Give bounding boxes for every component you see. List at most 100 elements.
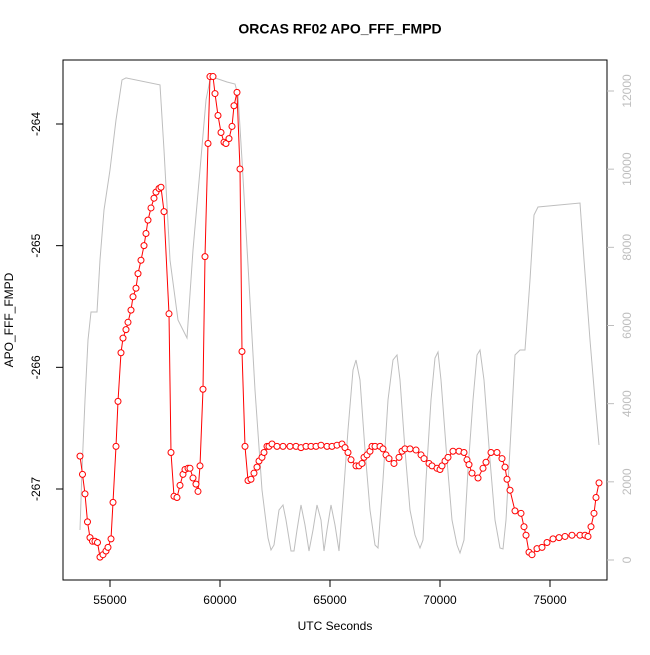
y2-tick-label: 2000 xyxy=(620,468,634,495)
data-point xyxy=(479,464,487,472)
data-point xyxy=(150,194,158,202)
data-point xyxy=(78,470,86,478)
data-point xyxy=(501,463,509,471)
data-point xyxy=(209,73,217,81)
data-point xyxy=(273,442,281,450)
data-point xyxy=(590,509,598,517)
data-point xyxy=(247,475,255,483)
data-point xyxy=(517,509,525,517)
data-point xyxy=(406,445,414,453)
data-point xyxy=(160,208,168,216)
data-point xyxy=(241,442,249,450)
data-point xyxy=(214,111,222,119)
data-point xyxy=(222,139,230,147)
data-point xyxy=(279,442,287,450)
data-point xyxy=(144,216,152,224)
data-point xyxy=(587,523,595,531)
data-point xyxy=(468,469,476,477)
x-axis-label: UTC Seconds xyxy=(298,619,373,633)
data-point xyxy=(81,490,89,498)
data-point xyxy=(225,135,233,143)
x-tick-label: 55000 xyxy=(93,593,127,607)
y-tick-label: -266 xyxy=(29,355,43,379)
data-point xyxy=(420,455,428,463)
chart-title: ORCAS RF02 APO_FFF_FMPD xyxy=(238,21,441,37)
x-tick-label: 70000 xyxy=(423,593,457,607)
x-tick-label: 65000 xyxy=(313,593,347,607)
data-point xyxy=(104,543,112,551)
data-point xyxy=(438,462,446,470)
data-point xyxy=(317,441,325,449)
data-point xyxy=(511,507,519,515)
data-point xyxy=(127,306,135,314)
data-point xyxy=(236,165,244,173)
data-point xyxy=(217,129,225,137)
data-point xyxy=(204,139,212,147)
data-point xyxy=(132,284,140,292)
data-point xyxy=(157,183,165,191)
data-point xyxy=(192,480,200,488)
data-point xyxy=(250,469,258,477)
data-point xyxy=(395,453,403,461)
data-point xyxy=(129,293,137,301)
data-point xyxy=(595,479,603,487)
data-point xyxy=(520,523,528,531)
data-point xyxy=(538,543,546,551)
data-point xyxy=(165,310,173,318)
data-point xyxy=(543,539,551,547)
data-point xyxy=(238,348,246,356)
y2-tick-label: 6000 xyxy=(620,312,634,339)
data-point xyxy=(555,534,563,542)
data-point xyxy=(122,326,130,334)
data-point xyxy=(196,462,204,470)
data-point xyxy=(390,459,398,467)
data-point xyxy=(444,453,452,461)
y-tick-label: -264 xyxy=(29,112,43,136)
data-point xyxy=(482,458,490,466)
data-point xyxy=(140,242,148,250)
data-point xyxy=(528,551,536,559)
data-point xyxy=(228,122,236,130)
data-point xyxy=(549,535,557,543)
data-point xyxy=(460,448,468,456)
data-point xyxy=(412,446,420,454)
data-point xyxy=(167,448,175,456)
data-point xyxy=(286,442,294,450)
data-point xyxy=(260,448,268,456)
y2-tick-label: 0 xyxy=(620,556,634,563)
data-point xyxy=(199,385,207,393)
data-point xyxy=(344,448,352,456)
data-point xyxy=(568,531,576,539)
data-point xyxy=(358,459,366,467)
y2-tick-label: 8000 xyxy=(620,234,634,261)
data-point xyxy=(134,270,142,278)
data-point xyxy=(498,455,506,463)
data-point xyxy=(584,532,592,540)
data-point xyxy=(233,88,241,96)
data-point xyxy=(119,334,127,342)
data-point xyxy=(230,102,238,110)
data-point xyxy=(76,452,84,460)
data-point xyxy=(465,461,473,469)
series-line xyxy=(79,77,600,555)
data-point xyxy=(189,474,197,482)
data-point xyxy=(194,487,202,495)
x-tick-label: 60000 xyxy=(203,593,237,607)
y2-tick-label: 4000 xyxy=(620,390,634,417)
data-point xyxy=(347,456,355,464)
data-point xyxy=(142,229,150,237)
data-point xyxy=(109,498,117,506)
data-point xyxy=(124,318,132,326)
data-point xyxy=(147,204,155,212)
y-axis-label: APO_FFF_FMPD xyxy=(2,272,16,367)
data-point xyxy=(487,448,495,456)
data-point xyxy=(83,518,91,526)
data-point xyxy=(522,531,530,539)
data-point xyxy=(506,486,514,494)
y-tick-label: -265 xyxy=(29,233,43,257)
data-point xyxy=(186,464,194,472)
data-point xyxy=(93,539,101,547)
data-point xyxy=(112,442,120,450)
